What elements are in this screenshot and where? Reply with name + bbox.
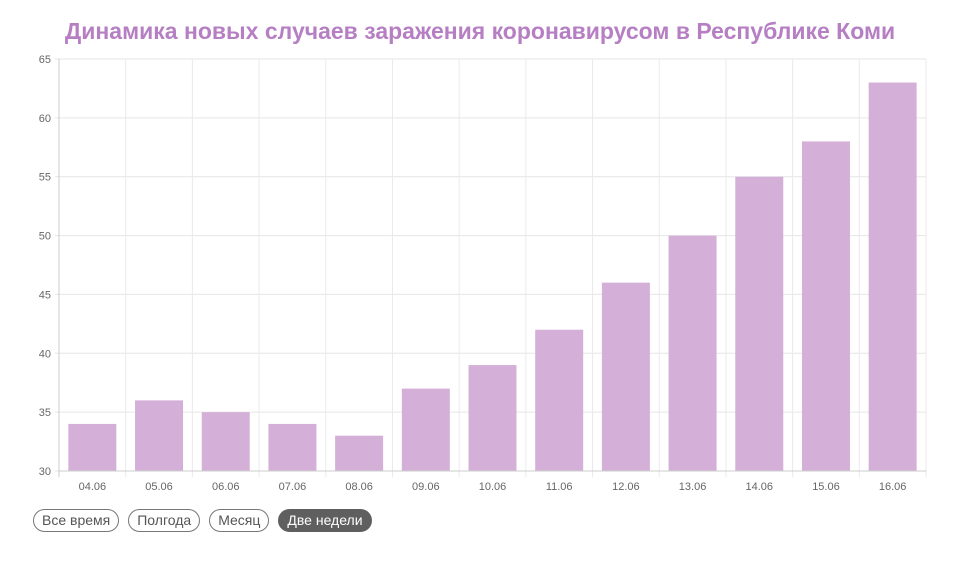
y-tick-label: 30 — [39, 466, 51, 478]
x-tick-label: 12.06 — [612, 481, 640, 493]
x-tick-label: 15.06 — [812, 481, 840, 493]
bar — [868, 82, 917, 472]
y-tick-label: 50 — [39, 231, 51, 243]
x-tick-label: 09.06 — [412, 481, 440, 493]
bar — [201, 412, 250, 471]
x-tick-label: 08.06 — [345, 481, 373, 493]
range-button-month[interactable]: Месяц — [209, 509, 270, 532]
y-tick-label: 40 — [39, 348, 51, 360]
bar — [735, 176, 784, 471]
bar — [401, 388, 450, 471]
range-button-all-time[interactable]: Все время — [33, 509, 120, 532]
x-tick-label: 05.06 — [145, 481, 173, 493]
y-tick-label: 65 — [39, 54, 51, 66]
range-button-half-year[interactable]: Полгода — [128, 509, 201, 532]
x-tick-label: 04.06 — [79, 481, 107, 493]
y-tick-label: 60 — [39, 113, 51, 125]
bar — [801, 141, 850, 471]
x-tick-label: 11.06 — [546, 481, 573, 493]
bar — [535, 329, 584, 471]
bar — [68, 423, 117, 471]
x-tick-label: 07.06 — [279, 481, 307, 493]
bar-chart: 30 35 40 45 50 55 60 65 04.06 05.06 06.06 07.06 08.0… — [39, 54, 927, 493]
x-tick-label: 10.06 — [479, 481, 507, 493]
y-tick-label: 35 — [39, 407, 51, 419]
chart-title: Динамика новых случаев заражения коронав… — [64, 18, 896, 44]
bar — [135, 400, 184, 471]
x-tick-label: 13.06 — [679, 481, 707, 493]
y-tick-label: 45 — [39, 289, 51, 301]
bar — [601, 282, 650, 471]
bar — [268, 423, 317, 471]
x-tick-label: 16.06 — [879, 481, 907, 493]
x-tick-label: 14.06 — [746, 481, 774, 493]
range-button-two-weeks[interactable]: Две недели — [278, 509, 372, 532]
bar — [468, 365, 517, 471]
range-buttons: Все время Полгода Месяц Две недели — [33, 509, 372, 532]
bar — [335, 435, 384, 471]
bar — [668, 235, 717, 471]
y-tick-label: 55 — [39, 172, 51, 184]
x-tick-label: 06.06 — [212, 481, 240, 493]
